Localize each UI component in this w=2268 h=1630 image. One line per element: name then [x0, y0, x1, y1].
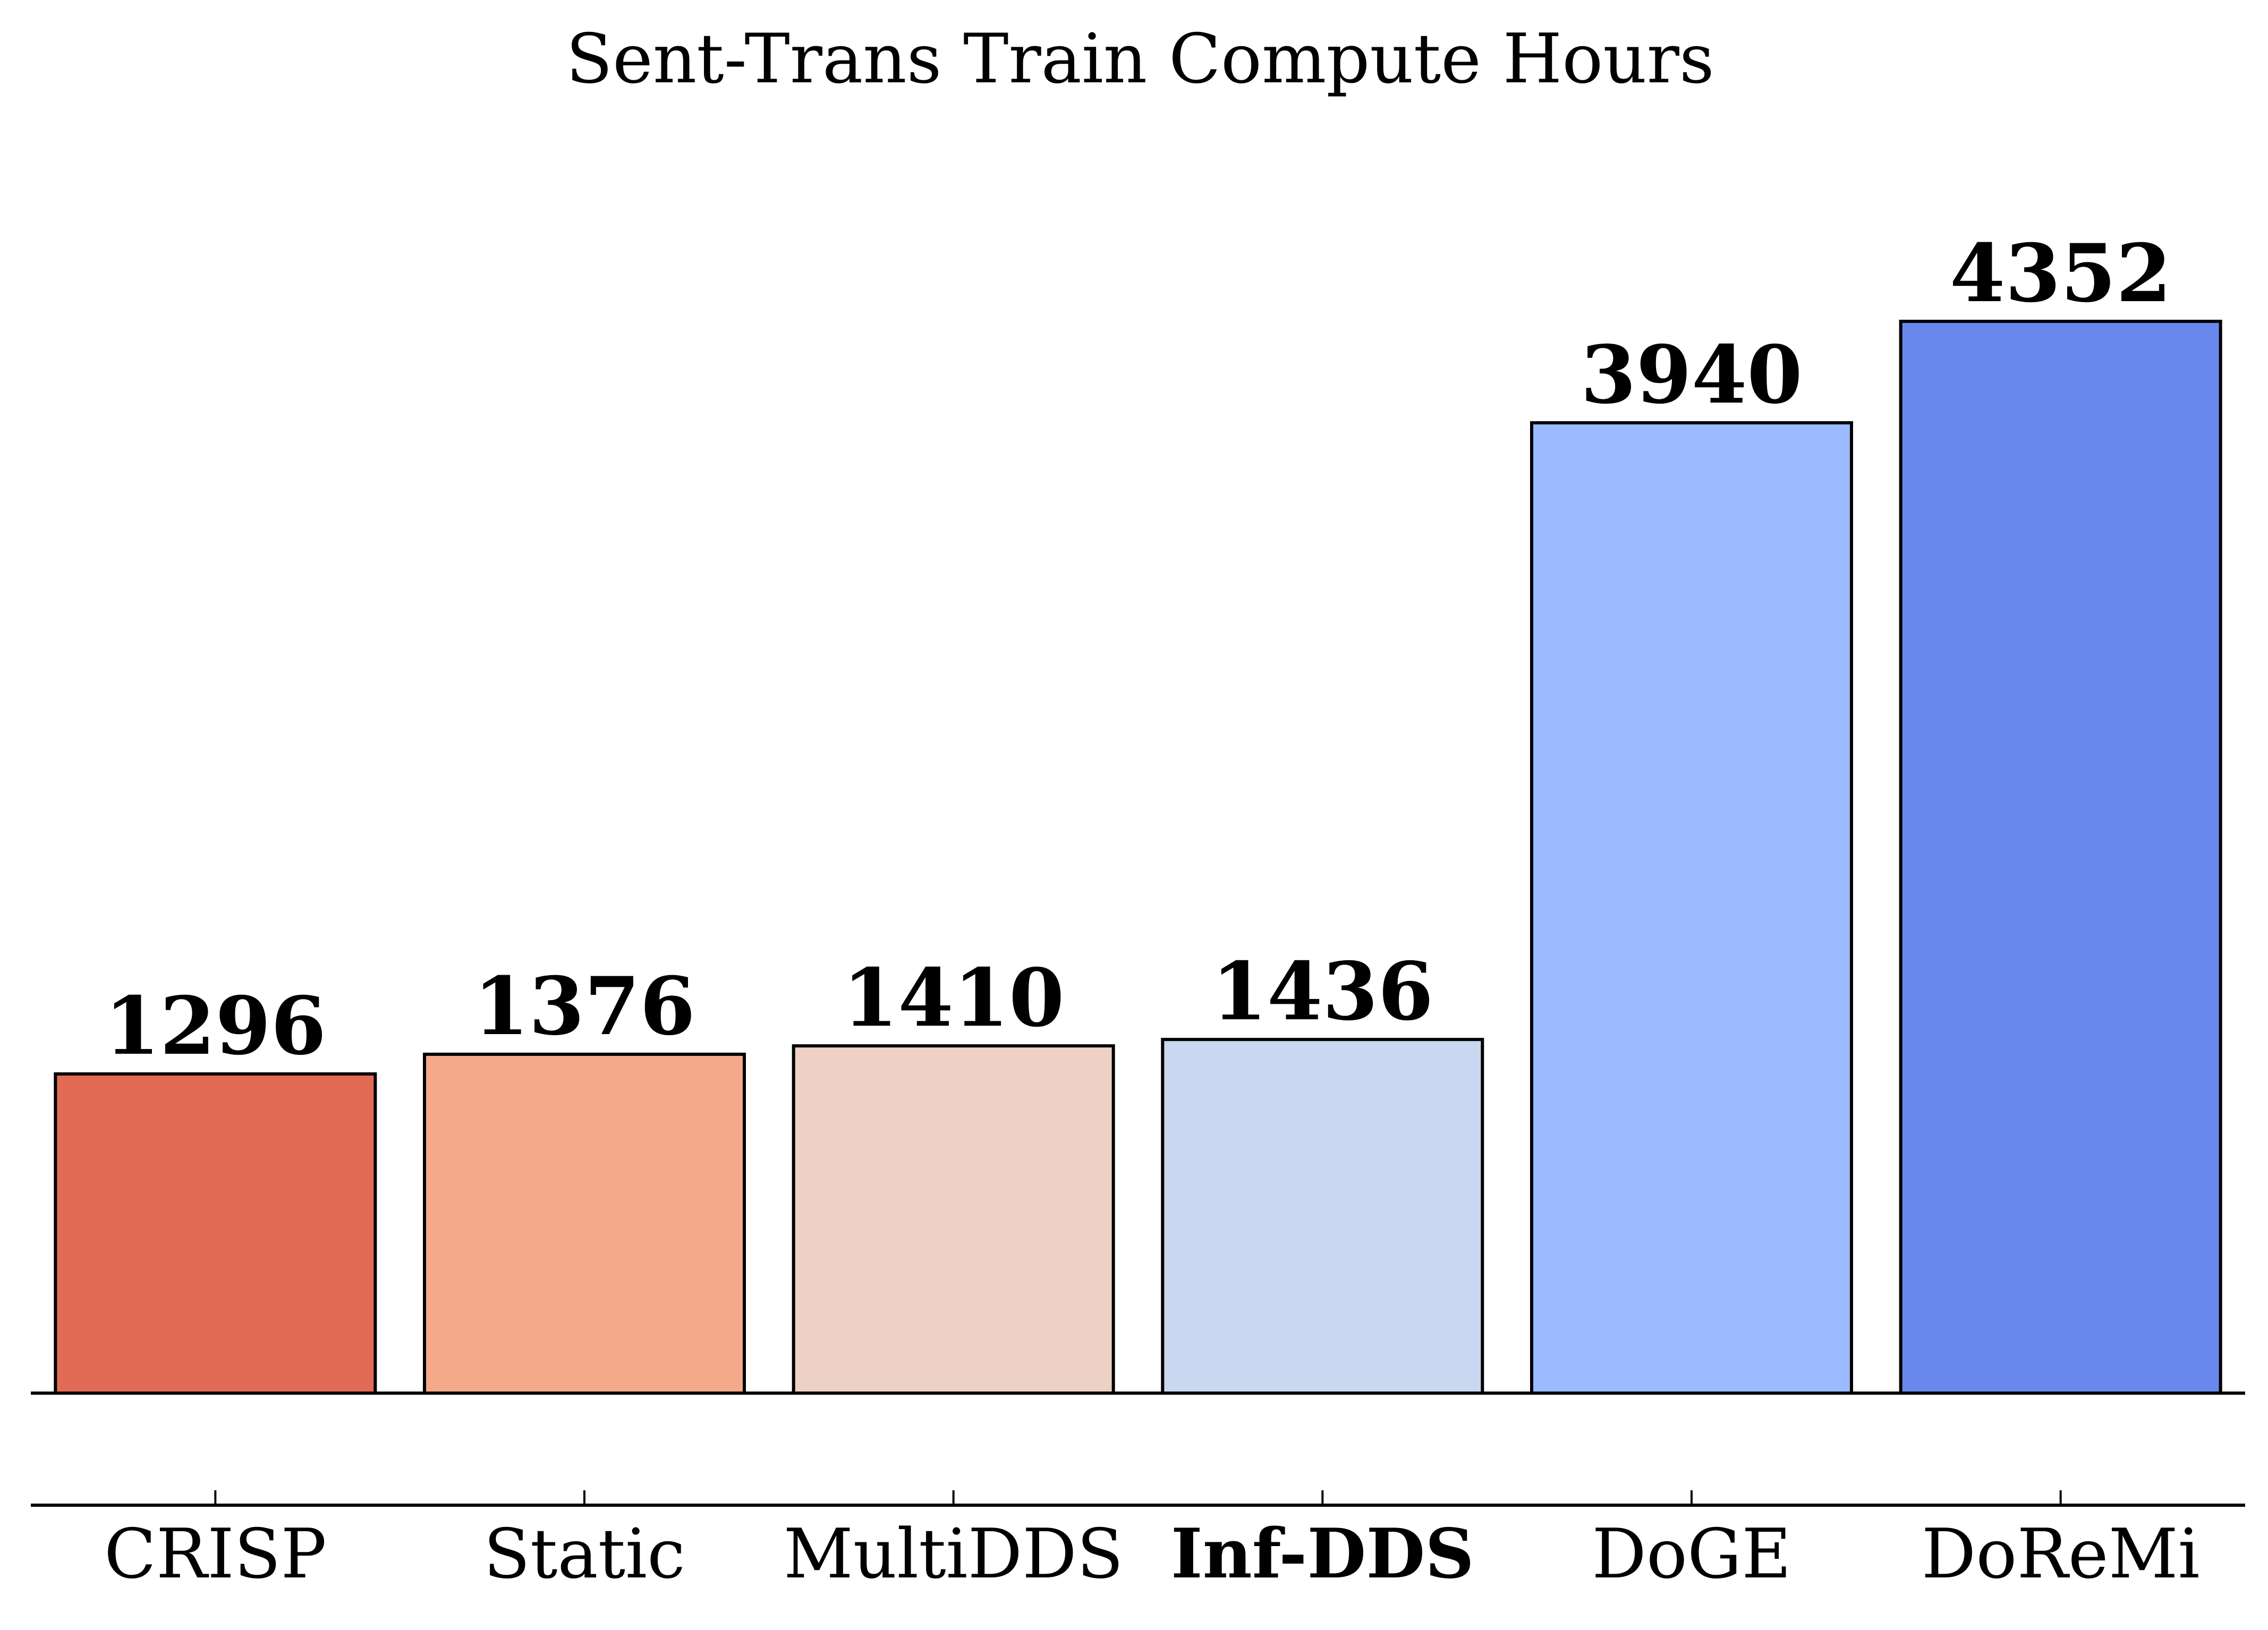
value-label-inf-dds: 1436 — [1212, 945, 1433, 1038]
bar-doremi — [1899, 320, 2222, 1395]
value-label-doge: 3940 — [1581, 328, 1802, 422]
value-labels-group: 1296 1376 1410 1436 3940 4352 — [105, 227, 2172, 1073]
value-label-doremi: 4352 — [1950, 227, 2171, 320]
value-label-crisp: 1296 — [105, 979, 326, 1073]
value-label-multidds: 1410 — [843, 951, 1064, 1045]
x-tick-label-multidds: MultiDDS — [784, 1515, 1124, 1594]
x-ticks-group — [214, 1490, 2062, 1505]
chart-title: Sent-Trans Train Compute Hours — [566, 20, 1714, 99]
bar-crisp — [54, 1072, 377, 1395]
x-tick-label-doremi: DoReMi — [1922, 1515, 2200, 1594]
bar-static — [423, 1052, 746, 1395]
x-tick-label-crisp: CRISP — [104, 1515, 327, 1594]
value-label-static: 1376 — [473, 960, 695, 1053]
bar-multidds — [792, 1044, 1115, 1395]
x-tick-labels-group: CRISP Static MultiDDS Inf-DDS DoGE DoReMi — [104, 1514, 2200, 1594]
x-tick-label-static: Static — [483, 1515, 685, 1594]
bar-doge — [1530, 421, 1853, 1395]
x-tick-label-doge: DoGE — [1592, 1515, 1791, 1594]
bar-inf-dds — [1161, 1038, 1484, 1395]
bars-group — [54, 320, 2222, 1395]
x-tick-label-inf-dds: Inf-DDS — [1171, 1514, 1474, 1594]
